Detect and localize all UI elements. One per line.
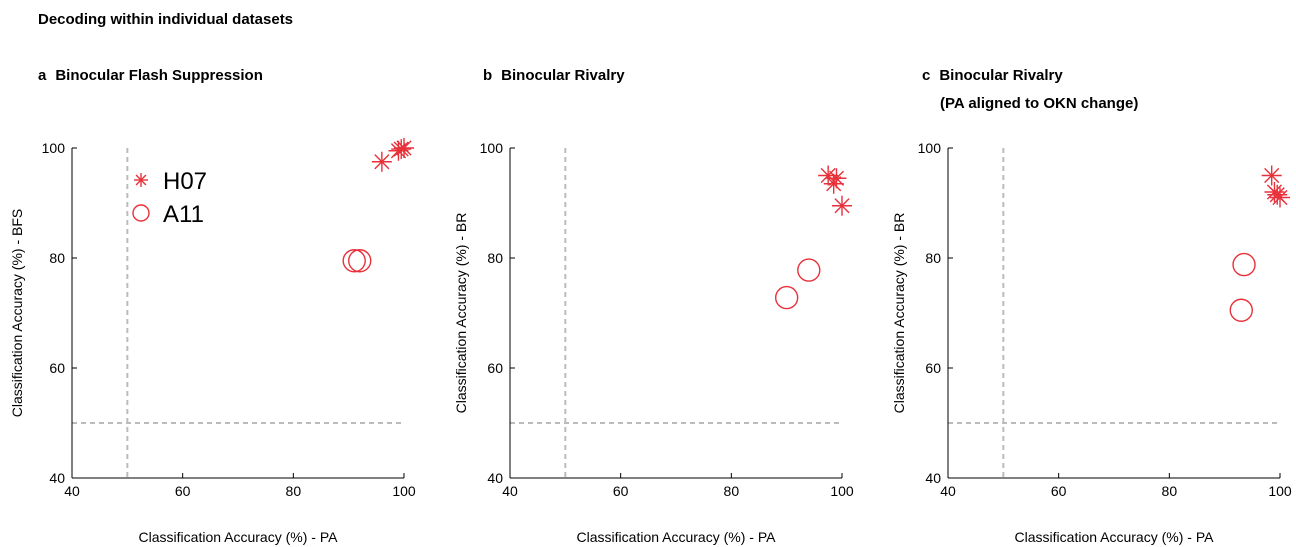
point-h07 [826, 168, 847, 189]
x-tick-label: 80 [286, 483, 302, 499]
panel-a: a Binocular Flash Suppression 40 60 80 100 40 6… [9, 67, 416, 545]
point-h07 [823, 173, 844, 194]
legend-label: H07 [163, 168, 207, 195]
x-tick-label: 60 [175, 483, 191, 499]
point-h07 [371, 151, 392, 172]
y-tick-label: 60 [487, 360, 503, 376]
panel-letter: a [38, 67, 47, 84]
y-tick-label: 40 [487, 470, 503, 486]
panel-title-text: Binocular Rivalry [501, 67, 625, 84]
y-tick-label: 40 [925, 470, 941, 486]
y-tick-label: 40 [49, 470, 65, 486]
x-axis-label: Classification Accuracy (%) - PA [577, 529, 777, 545]
y-tick-label: 100 [918, 140, 942, 156]
panel-title-text: Binocular Rivalry [939, 67, 1063, 84]
x-tick-label: 40 [502, 483, 518, 499]
legend-label: A11 [163, 201, 204, 228]
legend-marker-asterisk [134, 173, 148, 187]
point-h07 [391, 139, 412, 160]
x-tick-label: 60 [613, 483, 629, 499]
y-tick-label: 60 [925, 360, 941, 376]
legend-marker-circle [132, 204, 150, 222]
panel-title: a Binocular Flash Suppression [38, 67, 263, 84]
x-axis-label: Classification Accuracy (%) - PA [1015, 529, 1215, 545]
x-tick-label: 100 [392, 483, 416, 499]
panel-letter: c [922, 67, 930, 84]
y-tick-label: 80 [487, 250, 503, 266]
y-tick-label: 80 [925, 250, 941, 266]
panel-title-text: Binocular Flash Suppression [55, 67, 263, 84]
point-h07 [1261, 165, 1282, 186]
y-tick-label: 80 [49, 250, 65, 266]
panels: a Binocular Flash Suppression 40 60 80 100 40 6… [9, 67, 1292, 545]
y-tick-label: 100 [42, 140, 66, 156]
point-a11 [1229, 298, 1253, 322]
panel-title: c Binocular Rivalry [922, 67, 1063, 84]
panel-subtitle: (PA aligned to OKN change) [940, 95, 1138, 112]
point-a11 [797, 258, 821, 282]
x-tick-label: 100 [1268, 483, 1292, 499]
x-tick-label: 100 [830, 483, 854, 499]
x-tick-label: 40 [64, 483, 80, 499]
point-h07 [388, 140, 409, 161]
y-tick-label: 100 [480, 140, 504, 156]
panel-title: b Binocular Rivalry [483, 67, 625, 84]
panel-b: b Binocular Rivalry 40 60 80 100 40 60 80 100 Clas… [453, 67, 854, 545]
point-h07 [832, 195, 852, 216]
figure-title: Decoding within individual datasets [38, 11, 293, 28]
x-tick-label: 80 [1162, 483, 1178, 499]
y-axis-label: Classification Accuracy (%) - BFS [9, 209, 25, 418]
y-axis-label: Classification Accuracy (%) - BR [891, 213, 907, 414]
point-h07 [818, 165, 839, 186]
y-axis-label: Classification Accuracy (%) - BR [453, 213, 469, 414]
point-a11 [342, 249, 366, 273]
point-a11 [1232, 252, 1256, 277]
point-h07 [1270, 187, 1290, 208]
x-axis-label: Classification Accuracy (%) - PA [139, 529, 339, 545]
x-tick-label: 80 [724, 483, 740, 499]
point-a11 [774, 285, 799, 310]
panel-letter: b [483, 67, 492, 84]
y-tick-label: 60 [49, 360, 65, 376]
x-tick-label: 60 [1051, 483, 1067, 499]
panel-c: c Binocular Rivalry (PA aligned to OKN cha… [891, 67, 1292, 545]
x-tick-label: 40 [940, 483, 956, 499]
point-a11 [348, 249, 372, 273]
point-h07 [394, 138, 414, 158]
